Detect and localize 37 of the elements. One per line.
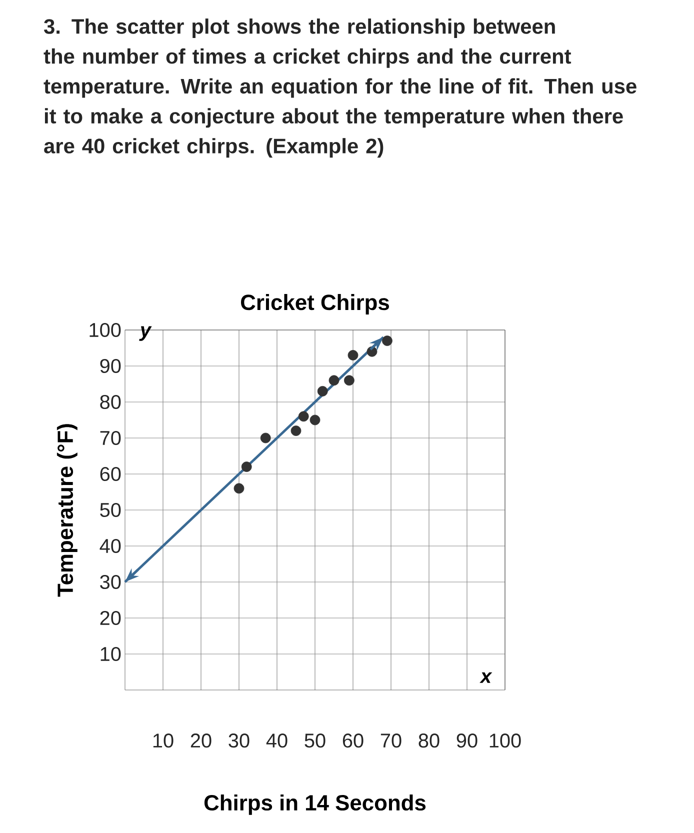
y-tick-label: 90 <box>100 358 121 374</box>
x-tick-label: 90 <box>456 734 478 748</box>
point <box>241 462 252 472</box>
point <box>348 350 358 360</box>
point <box>290 426 302 436</box>
x-tick-label: 60 <box>342 734 364 748</box>
point <box>310 414 320 426</box>
annotation: x <box>480 672 492 683</box>
point <box>328 375 340 386</box>
y-axis-title: Temperature (°F) <box>56 424 78 597</box>
x-tick-label: 70 <box>380 734 402 748</box>
y-tick-label: 10 <box>100 646 121 662</box>
x-tick-label: 80 <box>418 734 440 748</box>
x-tick-label: 20 <box>190 734 212 748</box>
x-tick-label: 50 <box>304 734 326 748</box>
y-tick-label: 40 <box>100 538 121 554</box>
point <box>344 375 354 386</box>
x-tick-label: 100 <box>490 734 521 748</box>
y-tick-label: 60 <box>100 466 121 482</box>
x-tick-label: 40 <box>266 734 288 748</box>
text: 3. The scatter plot shows the relationship between the number of times a cricket chirps and the current temperature. Write an equation for the line of fit. Then use it to make a conjecture about the temperature when there are 40 cricket chirps. (Example 2) <box>44 18 636 158</box>
y-tick-label: 50 <box>100 502 121 518</box>
chart-title: Cricket Chirps <box>240 294 389 314</box>
x-tick-label: 30 <box>228 734 250 748</box>
x-axis-title: Chirps in 14 Seconds <box>204 794 426 815</box>
point <box>317 386 328 396</box>
annotation: y <box>139 326 152 341</box>
point <box>382 336 392 346</box>
point <box>234 483 244 494</box>
y-tick-label: 30 <box>100 574 121 590</box>
y-tick-label: 100 <box>90 322 121 338</box>
x-tick-label: 10 <box>153 734 174 748</box>
y-tick-label: 80 <box>100 394 121 410</box>
point <box>298 411 309 422</box>
point <box>260 432 271 444</box>
y-tick-label: 70 <box>100 430 121 446</box>
y-tick-label: 20 <box>100 610 121 626</box>
